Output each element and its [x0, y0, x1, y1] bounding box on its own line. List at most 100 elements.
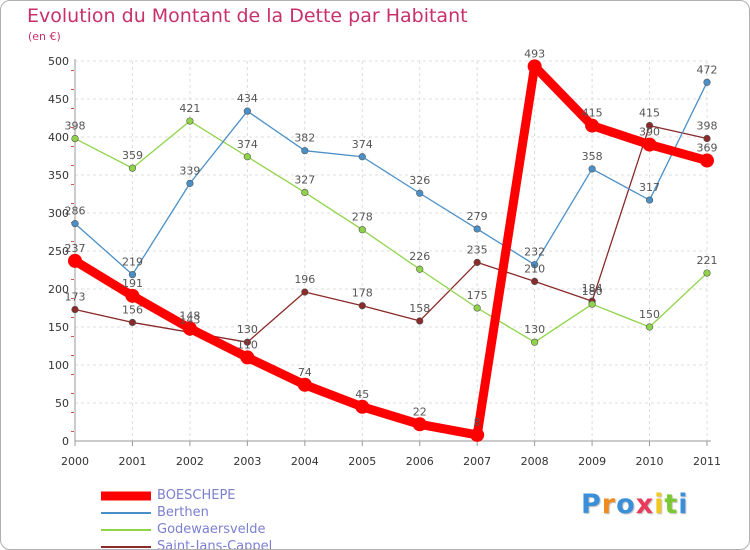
data-label-berthen: 326	[409, 174, 430, 187]
data-label-godewaersvelde: 327	[294, 173, 315, 186]
data-label-saint-jans-cappel: 156	[122, 303, 143, 316]
logo-letter: i	[654, 489, 665, 520]
data-point-berthen	[531, 261, 539, 269]
data-label-berthen: 317	[639, 181, 660, 194]
y-tick-label: 150	[48, 321, 69, 334]
logo-letter: r	[601, 489, 617, 520]
data-label-godewaersvelde: 421	[179, 102, 200, 115]
data-point-boeschepe	[240, 350, 255, 365]
data-label-boeschepe: 148	[179, 310, 200, 323]
data-label-boeschepe: 22	[413, 405, 427, 418]
chart-subtitle: (en €)	[28, 30, 61, 43]
data-label-godewaersvelde: 180	[582, 285, 603, 298]
data-label-saint-jans-cappel: 178	[352, 287, 373, 300]
x-tick-label: 2010	[636, 455, 664, 468]
y-tick-label: 100	[48, 359, 69, 372]
data-point-godewaersvelde	[128, 164, 137, 172]
y-tick-label: 400	[48, 131, 69, 144]
data-label-saint-jans-cappel: 173	[65, 291, 86, 304]
legend-swatch	[101, 545, 151, 548]
data-point-berthen	[128, 270, 137, 279]
data-point-godewaersvelde	[358, 226, 366, 234]
data-point-saint-jans-cappel	[358, 302, 366, 310]
data-point-berthen	[243, 107, 251, 115]
data-point-godewaersvelde	[243, 153, 251, 161]
data-label-berthen: 472	[697, 63, 718, 76]
data-point-saint-jans-cappel	[703, 134, 711, 143]
data-label-berthen: 279	[467, 210, 488, 223]
x-tick-label: 2007	[463, 455, 491, 468]
data-point-saint-jans-cappel	[128, 318, 137, 327]
data-label-boeschepe: 369	[697, 142, 718, 155]
data-point-saint-jans-cappel	[645, 121, 654, 130]
y-tick-label: 500	[48, 55, 69, 68]
x-tick-label: 2003	[233, 455, 261, 468]
data-label-berthen: 219	[122, 256, 143, 269]
data-point-saint-jans-cappel	[531, 277, 539, 286]
series-line-boeschepe	[70, 61, 712, 440]
data-label-saint-jans-cappel: 235	[467, 243, 488, 256]
data-label-saint-jans-cappel: 184	[582, 282, 603, 295]
data-point-boeschepe	[700, 153, 714, 168]
data-label-saint-jans-cappel: 210	[524, 262, 545, 275]
data-label-godewaersvelde: 130	[524, 323, 545, 336]
data-point-godewaersvelde	[588, 300, 596, 308]
data-point-saint-jans-cappel	[301, 288, 309, 296]
axes: 0 50 100 150 200 250 300 350 400 450 500 2000 2001 20…	[48, 55, 721, 468]
logo-letter: x	[635, 489, 655, 520]
data-label-godewaersvelde: 175	[467, 289, 488, 302]
data-label-boeschepe: 110	[237, 338, 258, 351]
data-point-godewaersvelde	[301, 188, 309, 197]
series-group	[68, 59, 714, 442]
data-labels: 237 191 148 110 74 45 22 8 493 415 390 369 286 219 339…	[65, 47, 718, 429]
x-tick-label: 2002	[176, 455, 204, 468]
data-point-godewaersvelde	[703, 269, 711, 277]
data-point-boeschepe	[182, 321, 197, 336]
data-point-godewaersvelde	[416, 265, 424, 273]
legend-swatch	[101, 528, 151, 531]
x-tick-label: 2011	[693, 455, 721, 468]
data-point-boeschepe	[355, 399, 370, 414]
y-tick-label: 200	[48, 283, 69, 296]
data-label-godewaersvelde: 221	[697, 254, 718, 267]
x-tick-label: 2008	[521, 455, 549, 468]
data-point-berthen	[473, 225, 481, 233]
data-point-boeschepe	[642, 137, 657, 152]
data-point-boeschepe	[297, 377, 312, 392]
data-label-berthen: 358	[582, 150, 603, 163]
data-point-boeschepe	[470, 427, 485, 442]
data-point-boeschepe	[125, 288, 140, 303]
data-label-berthen: 374	[352, 138, 373, 151]
data-point-godewaersvelde	[531, 338, 539, 346]
data-label-boeschepe: 493	[524, 47, 545, 60]
data-point-boeschepe	[527, 59, 542, 74]
logo-letter: P	[581, 489, 602, 520]
logo-letter: i	[678, 489, 689, 520]
data-label-saint-jans-cappel: 196	[294, 273, 315, 286]
data-point-boeschepe	[585, 118, 600, 133]
y-tick-label: 300	[48, 207, 69, 220]
x-tick-label: 2005	[348, 455, 376, 468]
data-label-boeschepe: 45	[355, 388, 369, 401]
legend-label: Godewaersvelde	[157, 522, 266, 537]
y-tick-label: 50	[55, 397, 69, 410]
data-label-boeschepe: 390	[639, 126, 660, 139]
proxiti-logo: Proxiti	[581, 489, 689, 520]
data-label-godewaersvelde: 150	[639, 308, 660, 321]
logo-letter: t	[664, 489, 679, 520]
data-point-berthen	[645, 196, 654, 204]
data-label-godewaersvelde: 374	[237, 138, 258, 151]
data-label-boeschepe: 74	[298, 366, 312, 379]
y-tick-label: 0	[62, 435, 69, 448]
data-label-berthen: 382	[294, 132, 315, 145]
data-point-saint-jans-cappel	[416, 317, 424, 325]
data-point-godewaersvelde	[71, 134, 79, 143]
data-point-boeschepe	[412, 417, 427, 432]
logo-letter: o	[616, 489, 636, 520]
data-point-saint-jans-cappel	[71, 305, 79, 314]
data-label-berthen: 339	[179, 164, 200, 177]
legend-swatch	[101, 491, 151, 500]
data-label-saint-jans-cappel: 143	[179, 313, 200, 326]
